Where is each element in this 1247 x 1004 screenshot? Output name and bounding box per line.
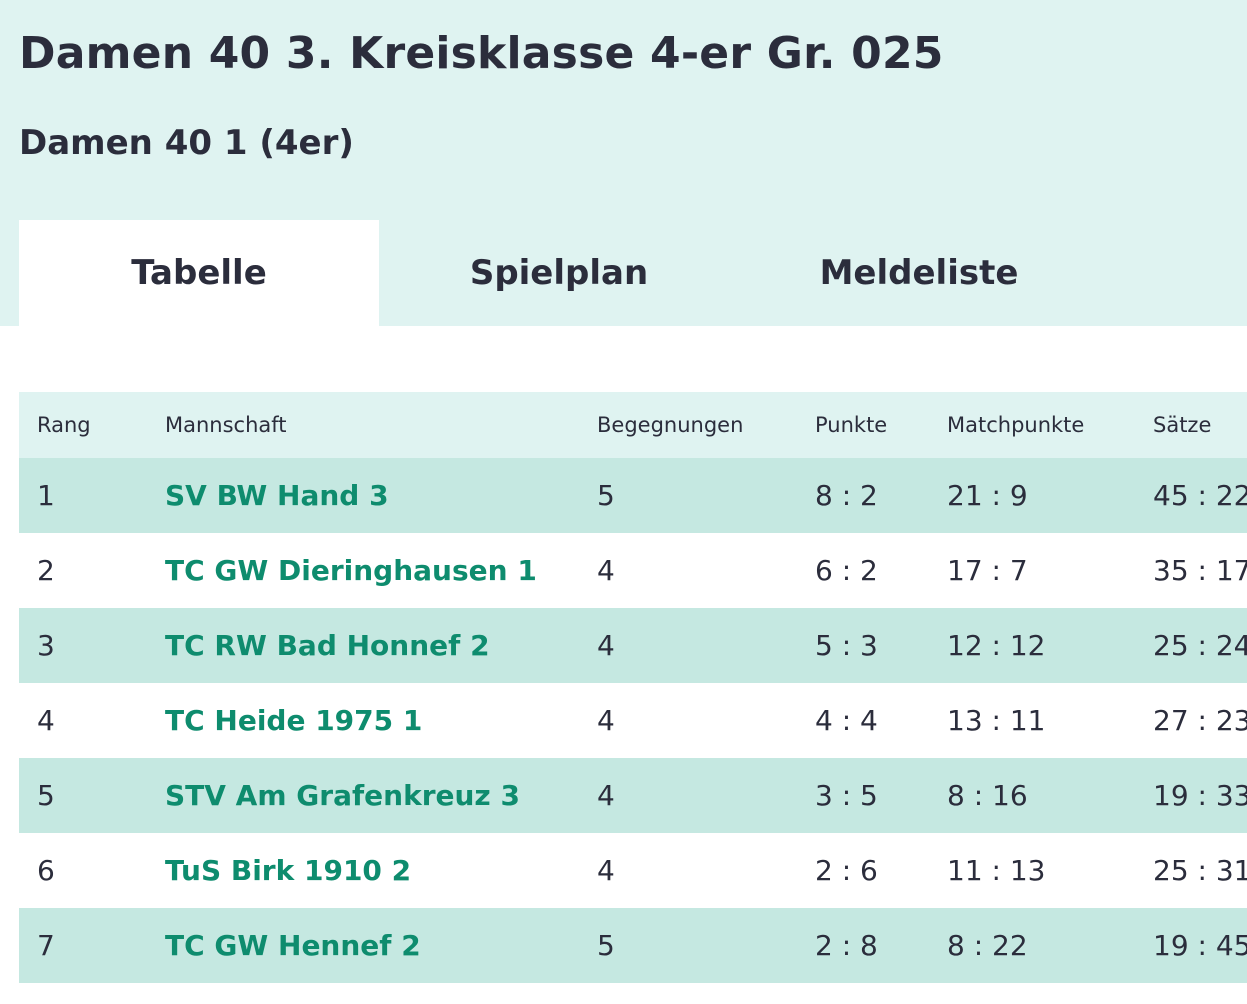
- sets-cell: 25 : 24: [1153, 629, 1247, 662]
- matches-cell: 4: [597, 629, 615, 662]
- standings-table-container: Rang Mannschaft Begegnungen Punkte Match…: [19, 392, 1247, 983]
- team-link[interactable]: STV Am Grafenkreuz 3: [165, 779, 520, 812]
- points-cell: 2 : 6: [815, 854, 878, 887]
- rank-cell: 5: [37, 779, 55, 812]
- points-cell: 8 : 2: [815, 479, 878, 512]
- page-header: Damen 40 3. Kreisklasse 4-er Gr. 025 Dam…: [0, 0, 1247, 326]
- points-cell: 3 : 5: [815, 779, 878, 812]
- page-subtitle: Damen 40 1 (4er): [19, 123, 354, 163]
- match-points-cell: 11 : 13: [947, 854, 1046, 887]
- matches-cell: 4: [597, 704, 615, 737]
- team-link[interactable]: TuS Birk 1910 2: [165, 854, 412, 887]
- match-points-cell: 8 : 16: [947, 779, 1028, 812]
- rank-cell: 4: [37, 704, 55, 737]
- rank-cell: 6: [37, 854, 55, 887]
- sets-cell: 27 : 23: [1153, 704, 1247, 737]
- tab-spielplan[interactable]: Spielplan: [469, 253, 649, 293]
- standings-table: Rang Mannschaft Begegnungen Punkte Match…: [19, 392, 1247, 983]
- match-points-cell: 21 : 9: [947, 479, 1028, 512]
- points-cell: 6 : 2: [815, 554, 878, 587]
- sets-cell: 19 : 45: [1153, 929, 1247, 962]
- team-link[interactable]: TC RW Bad Honnef 2: [165, 629, 490, 662]
- table-row: 2 TC GW Dieringhausen 1 4 6 : 2 17 : 7 3…: [19, 533, 1247, 608]
- table-row: 6 TuS Birk 1910 2 4 2 : 6 11 : 13 25 : 3…: [19, 833, 1247, 908]
- match-points-cell: 8 : 22: [947, 929, 1028, 962]
- table-header-row: Rang Mannschaft Begegnungen Punkte Match…: [19, 392, 1247, 458]
- matches-cell: 4: [597, 554, 615, 587]
- sets-cell: 35 : 17: [1153, 554, 1247, 587]
- column-header-matchpunkte: Matchpunkte: [947, 413, 1085, 437]
- matches-cell: 4: [597, 854, 615, 887]
- matches-cell: 4: [597, 779, 615, 812]
- match-points-cell: 17 : 7: [947, 554, 1028, 587]
- column-header-saetze: Sätze: [1153, 413, 1212, 437]
- sets-cell: 25 : 31: [1153, 854, 1247, 887]
- points-cell: 4 : 4: [815, 704, 878, 737]
- points-cell: 2 : 8: [815, 929, 878, 962]
- matches-cell: 5: [597, 929, 615, 962]
- team-link[interactable]: TC GW Hennef 2: [165, 929, 421, 962]
- column-header-begegnungen: Begegnungen: [597, 413, 744, 437]
- team-link[interactable]: TC Heide 1975 1: [165, 704, 423, 737]
- table-row: 3 TC RW Bad Honnef 2 4 5 : 3 12 : 12 25 …: [19, 608, 1247, 683]
- column-header-rang: Rang: [37, 413, 91, 437]
- table-row: 4 TC Heide 1975 1 4 4 : 4 13 : 11 27 : 2…: [19, 683, 1247, 758]
- team-link[interactable]: TC GW Dieringhausen 1: [165, 554, 537, 587]
- rank-cell: 3: [37, 629, 55, 662]
- rank-cell: 1: [37, 479, 55, 512]
- matches-cell: 5: [597, 479, 615, 512]
- rank-cell: 7: [37, 929, 55, 962]
- sets-cell: 45 : 22: [1153, 479, 1247, 512]
- table-row: 1 SV BW Hand 3 5 8 : 2 21 : 9 45 : 22: [19, 458, 1247, 533]
- points-cell: 5 : 3: [815, 629, 878, 662]
- page-title: Damen 40 3. Kreisklasse 4-er Gr. 025: [19, 28, 944, 79]
- team-link[interactable]: SV BW Hand 3: [165, 479, 389, 512]
- rank-cell: 2: [37, 554, 55, 587]
- table-row: 5 STV Am Grafenkreuz 3 4 3 : 5 8 : 16 19…: [19, 758, 1247, 833]
- match-points-cell: 13 : 11: [947, 704, 1046, 737]
- table-row: 7 TC GW Hennef 2 5 2 : 8 8 : 22 19 : 45: [19, 908, 1247, 983]
- column-header-punkte: Punkte: [815, 413, 888, 437]
- sets-cell: 19 : 33: [1153, 779, 1247, 812]
- column-header-mannschaft: Mannschaft: [165, 413, 287, 437]
- tab-meldeliste[interactable]: Meldeliste: [819, 253, 1019, 293]
- tab-tabelle[interactable]: Tabelle: [19, 220, 379, 326]
- tab-bar: Tabelle Spielplan Meldeliste: [19, 220, 1099, 326]
- match-points-cell: 12 : 12: [947, 629, 1046, 662]
